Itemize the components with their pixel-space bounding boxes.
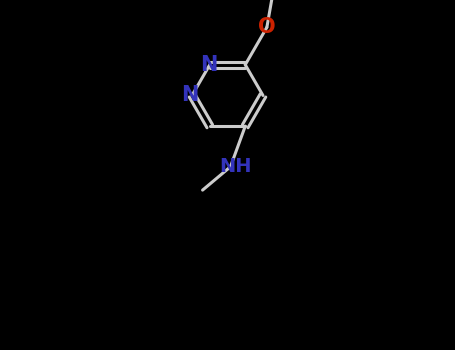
Text: N: N (181, 85, 198, 105)
Text: NH: NH (219, 157, 251, 176)
Text: O: O (258, 18, 276, 37)
Text: N: N (200, 55, 217, 75)
